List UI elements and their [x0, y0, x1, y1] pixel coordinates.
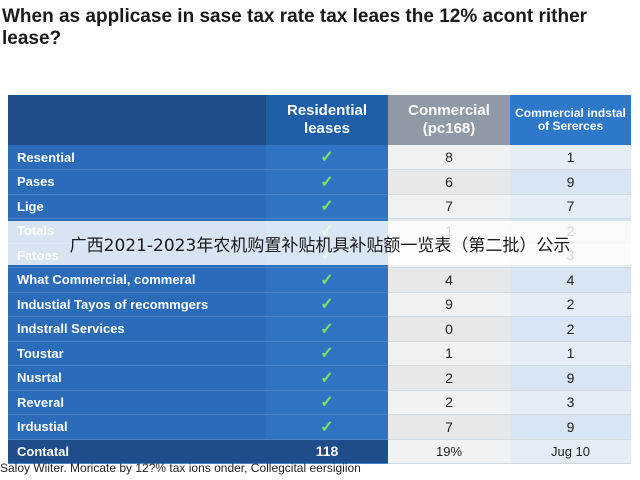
commercial-value: 2	[388, 390, 510, 415]
row-label: What Commercial, commeral	[8, 267, 266, 293]
check-icon: ✓	[266, 365, 388, 391]
row-label: Indstrall Services	[8, 316, 266, 342]
table-row: Irdustial ✓ 7 9	[8, 414, 631, 440]
header-commercial: Conmercial (pc168)	[388, 95, 510, 145]
commercial-industrial-value: 3	[510, 390, 631, 415]
total-label: Contatal	[8, 439, 266, 464]
commercial-value: 1	[388, 341, 510, 366]
check-icon: ✓	[266, 267, 388, 293]
table-row: Resential ✓ 8 1	[8, 145, 631, 170]
table-row: Industial Tayos of recommgers ✓ 9 2	[8, 292, 631, 317]
commercial-industrial-value: 9	[510, 414, 631, 440]
total-commercial-industrial-value: Jug 10	[510, 439, 631, 464]
header-residential-leases: Residential leases	[266, 95, 388, 145]
check-icon: ✓	[266, 145, 388, 170]
row-label: Nusrtal	[8, 365, 266, 391]
page-title: When as applicase in sase tax rate tax l…	[2, 6, 588, 49]
total-residential-value: 118	[266, 439, 388, 464]
total-commercial-value: 19%	[388, 439, 510, 464]
table-row: Indstrall Services ✓ 0 2	[8, 316, 631, 342]
commercial-industrial-value: 1	[510, 145, 631, 170]
table-row: Reveral ✓ 2 3	[8, 390, 631, 415]
commercial-value: 6	[388, 169, 510, 195]
row-label: Resential	[8, 145, 266, 170]
commercial-industrial-value: 9	[510, 365, 631, 391]
commercial-industrial-value: 2	[510, 292, 631, 317]
check-icon: ✓	[266, 414, 388, 440]
commercial-value: 8	[388, 145, 510, 170]
commercial-value: 2	[388, 365, 510, 391]
table-header-row: Residential leases Conmercial (pc168) Co…	[8, 95, 631, 145]
header-blank	[8, 95, 266, 145]
row-label: Toustar	[8, 341, 266, 366]
row-label: Reveral	[8, 390, 266, 415]
check-icon: ✓	[266, 194, 388, 219]
commercial-value: 7	[388, 194, 510, 219]
commercial-value: 7	[388, 414, 510, 440]
table-row: Pases ✓ 6 9	[8, 169, 631, 195]
comparison-table: Residential leases Conmercial (pc168) Co…	[8, 95, 631, 464]
table-row: Lige ✓ 7 7	[8, 194, 631, 219]
commercial-value: 4	[388, 267, 510, 293]
commercial-industrial-value: 4	[510, 267, 631, 293]
row-label: Industial Tayos of recommgers	[8, 292, 266, 317]
commercial-industrial-value: 2	[510, 316, 631, 342]
commercial-industrial-value: 7	[510, 194, 631, 219]
check-icon: ✓	[266, 169, 388, 195]
table-row: Toustar ✓ 1 1	[8, 341, 631, 366]
commercial-industrial-value: 9	[510, 169, 631, 195]
table-row: What Commercial, commeral ✓ 4 4	[8, 267, 631, 293]
watermark-overlay-banner: 广西2021-2023年农机购置补贴机具补贴额一览表（第二批）公示	[0, 221, 640, 265]
commercial-value: 0	[388, 316, 510, 342]
header-commercial-industrial: Commercial indstal of Sererces	[510, 95, 631, 145]
table-row: Nusrtal ✓ 2 9	[8, 365, 631, 391]
check-icon: ✓	[266, 341, 388, 366]
footnote: Saloy Wiiter. Moricate by 12?% tax ions …	[0, 461, 361, 475]
row-label: Irdustial	[8, 414, 266, 440]
check-icon: ✓	[266, 316, 388, 342]
total-row: Contatal 118 19% Jug 10	[8, 439, 631, 464]
check-icon: ✓	[266, 390, 388, 415]
commercial-industrial-value: 1	[510, 341, 631, 366]
row-label: Pases	[8, 169, 266, 195]
check-icon: ✓	[266, 292, 388, 317]
row-label: Lige	[8, 194, 266, 219]
commercial-value: 9	[388, 292, 510, 317]
